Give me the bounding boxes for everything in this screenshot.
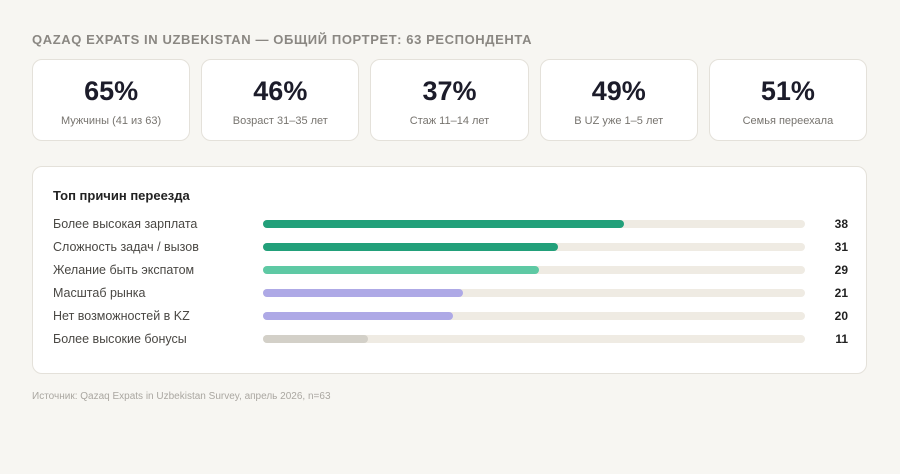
- stat-label: Стаж 11–14 лет: [409, 115, 490, 127]
- stat-card-age: 46% Возраст 31–35 лет: [201, 59, 360, 141]
- bar-track: [263, 266, 805, 274]
- bar-value-label: 29: [834, 263, 848, 277]
- bar-track: [263, 289, 805, 297]
- bar-value-label: 38: [834, 217, 848, 231]
- stat-value: 51%: [760, 76, 815, 106]
- bar: [263, 243, 558, 251]
- bar-row: Сложность задач / вызов 31: [53, 239, 848, 255]
- bar-value-label: 21: [834, 286, 848, 300]
- source-note: Источник: Qazaq Expats in Uzbekistan Sur…: [32, 391, 331, 402]
- bar: [263, 220, 625, 228]
- bar-label: Желание быть экспатом: [53, 263, 195, 277]
- bar-label: Более высокая зарплата: [53, 217, 198, 231]
- stat-value: 46%: [253, 76, 308, 106]
- bar: [263, 266, 539, 274]
- stat-label: Возраст 31–35 лет: [232, 115, 328, 127]
- bar-row: Желание быть экспатом 29: [53, 262, 848, 278]
- reasons-chart-panel: Топ причин переезда Более высокая зарпла…: [32, 166, 867, 374]
- stat-card-men: 65% Мужчины (41 из 63): [32, 59, 191, 141]
- stat-card-years-in-uz: 49% В UZ уже 1–5 лет: [539, 59, 698, 141]
- page-title: QAZAQ EXPATS IN UZBEKISTAN — ОБЩИЙ ПОРТР…: [32, 32, 533, 47]
- stat-cards: 65% Мужчины (41 из 63) 46% Возраст 31–35 л…: [32, 59, 868, 141]
- stat-value: 65%: [84, 76, 139, 106]
- bar-row: Масштаб рынка 21: [53, 285, 848, 301]
- chart-title: Топ причин переезда: [53, 188, 190, 203]
- bar-track: [263, 335, 805, 343]
- bar-value-label: 31: [834, 240, 848, 254]
- bar-row: Нет возможностей в KZ 20: [53, 308, 848, 324]
- bar: [263, 289, 463, 297]
- bar-value-label: 11: [835, 332, 848, 346]
- bar-label: Более высокие бонусы: [53, 332, 187, 346]
- bar-track: [263, 243, 805, 251]
- stat-label: Мужчины (41 из 63): [61, 115, 162, 127]
- stat-value: 49%: [591, 76, 646, 106]
- bar-label: Сложность задач / вызов: [53, 240, 199, 254]
- bar-row: Более высокие бонусы 11: [53, 331, 848, 347]
- bar-value-label: 20: [834, 309, 848, 323]
- bar-label: Нет возможностей в KZ: [53, 309, 190, 323]
- bar-row: Более высокая зарплата 38: [53, 216, 848, 232]
- bar: [263, 335, 368, 343]
- stat-card-experience: 37% Стаж 11–14 лет: [370, 59, 529, 141]
- stat-label: Семья переехала: [742, 115, 834, 127]
- bar-label: Масштаб рынка: [53, 286, 146, 300]
- bar: [263, 312, 454, 320]
- bar-track: [263, 312, 805, 320]
- stat-card-family: 51% Семья переехала: [708, 59, 868, 141]
- stat-label: В UZ уже 1–5 лет: [574, 115, 664, 127]
- stat-value: 37%: [422, 76, 477, 106]
- bar-track: [263, 220, 805, 228]
